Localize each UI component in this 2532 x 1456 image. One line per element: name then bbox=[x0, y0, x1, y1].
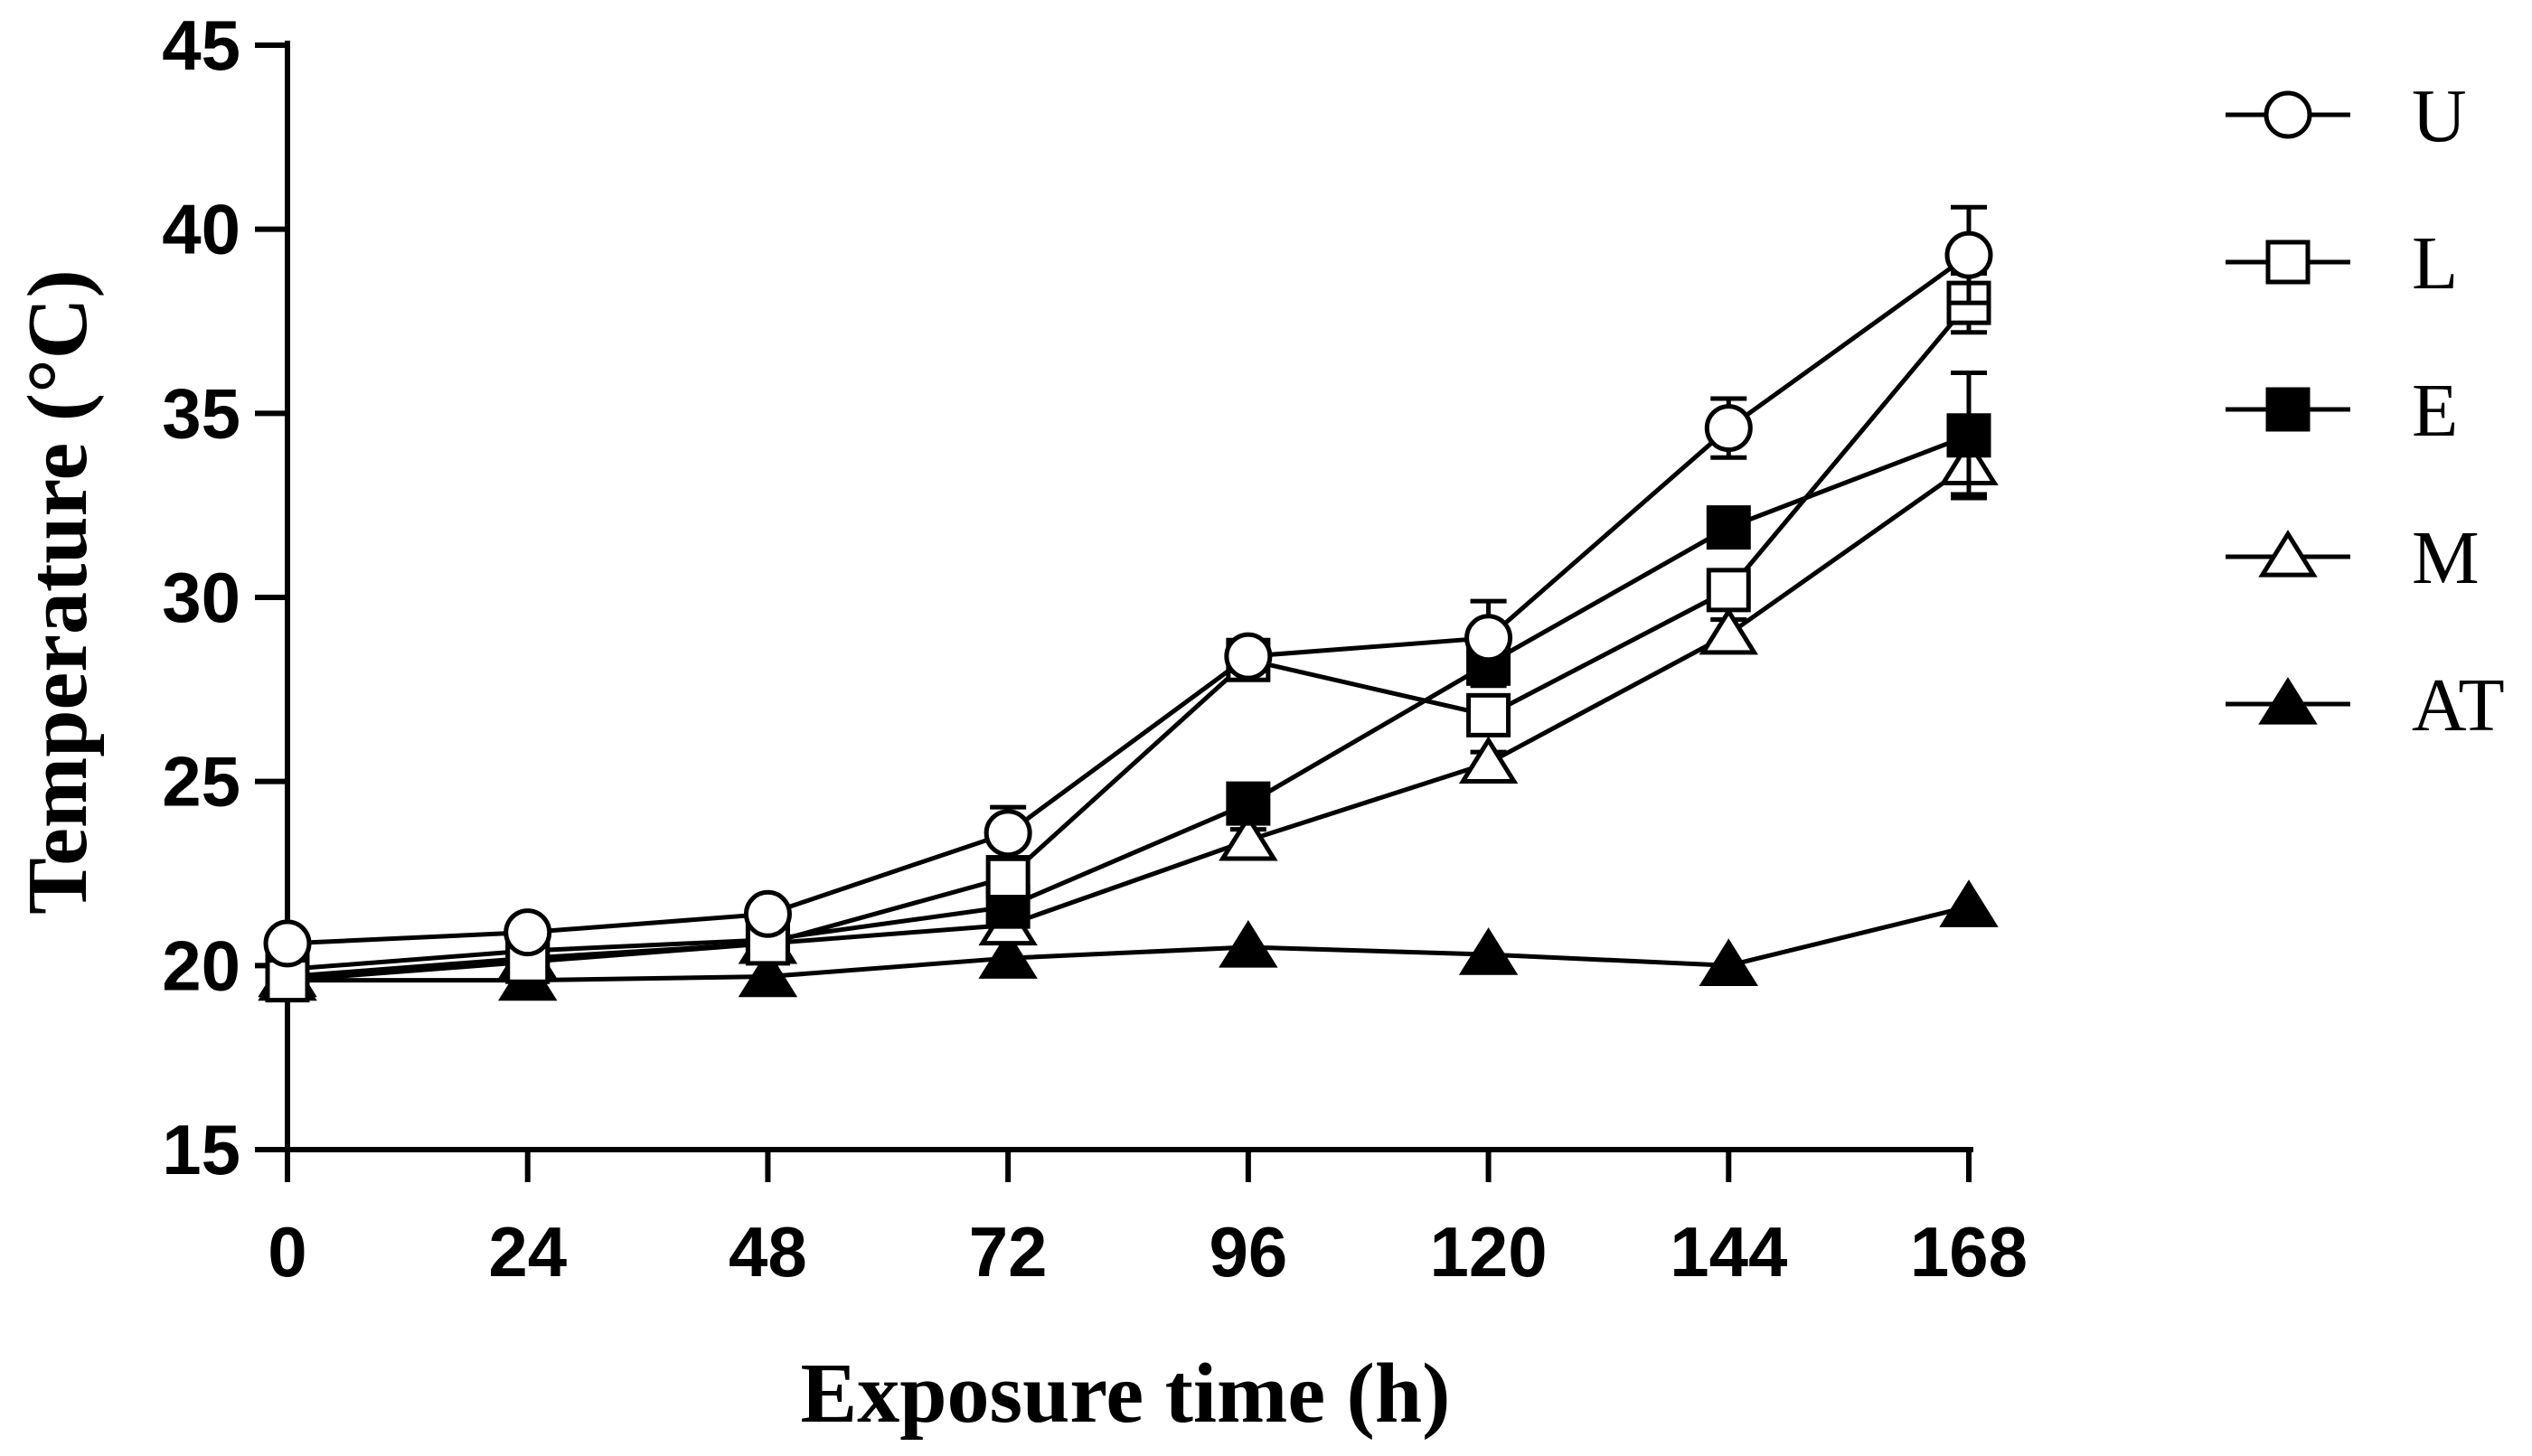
series-line-E bbox=[287, 433, 1970, 972]
point-AT bbox=[738, 949, 798, 998]
point-E bbox=[1946, 413, 1991, 458]
y-tick-label: 30 bbox=[162, 558, 240, 637]
y-tick-label: 20 bbox=[162, 925, 240, 1005]
y-tick-label: 15 bbox=[162, 1110, 240, 1189]
legend-item-U: U bbox=[2226, 74, 2467, 158]
point-U bbox=[984, 809, 1032, 858]
y-tick-label: 40 bbox=[162, 190, 240, 269]
point-L bbox=[1466, 692, 1511, 737]
point-L bbox=[1706, 568, 1751, 613]
legend-marker-AT bbox=[2258, 677, 2318, 725]
point-U bbox=[263, 919, 312, 968]
point-L bbox=[985, 855, 1031, 900]
legend-item-E: E bbox=[2226, 369, 2458, 453]
x-tick-label: 120 bbox=[1430, 1212, 1548, 1292]
y-axis-title: Temperature (°C) bbox=[11, 269, 105, 915]
legend-label: E bbox=[2412, 369, 2458, 453]
point-U bbox=[743, 889, 792, 938]
point-M bbox=[1219, 813, 1278, 861]
legend-label: L bbox=[2412, 221, 2458, 305]
series-line-M bbox=[287, 463, 1971, 980]
series-layer bbox=[258, 204, 1999, 1003]
series-E bbox=[265, 371, 1991, 991]
point-E bbox=[1226, 781, 1271, 826]
legend-marker-M bbox=[2258, 530, 2318, 578]
legend-label: U bbox=[2412, 74, 2467, 158]
x-tick-label: 48 bbox=[729, 1212, 807, 1292]
x-tick-label: 144 bbox=[1670, 1212, 1787, 1292]
point-AT bbox=[1939, 879, 1999, 927]
point-M bbox=[1458, 736, 1519, 784]
x-tick-label: 72 bbox=[969, 1212, 1048, 1292]
y-tick-label: 35 bbox=[162, 373, 240, 453]
x-tick-label: 96 bbox=[1209, 1212, 1287, 1292]
x-tick-label: 168 bbox=[1910, 1212, 2028, 1292]
x-axis-title: Exposure time (h) bbox=[801, 1347, 1451, 1441]
series-line-U bbox=[287, 253, 1971, 946]
point-E bbox=[1706, 505, 1751, 550]
series-U bbox=[263, 204, 1993, 968]
point-U bbox=[1224, 632, 1273, 681]
legend-label: M bbox=[2412, 516, 2480, 600]
legend-label: AT bbox=[2412, 663, 2505, 747]
y-tick-label: 25 bbox=[162, 742, 240, 822]
legend-item-L: L bbox=[2226, 221, 2458, 305]
point-M bbox=[1699, 606, 1759, 655]
point-U bbox=[1944, 230, 1993, 279]
y-tick-label: 45 bbox=[162, 5, 240, 85]
point-AT bbox=[1699, 938, 1759, 986]
point-U bbox=[1464, 614, 1513, 662]
axes: 15 20 25 30 35 40 45 0 24 48 72 96 120 144 168 bbox=[162, 5, 2028, 1292]
series-line-L bbox=[287, 301, 1971, 983]
point-U bbox=[504, 908, 552, 957]
point-AT bbox=[978, 931, 1038, 979]
point-AT bbox=[1458, 927, 1519, 975]
legend-marker-E bbox=[2265, 387, 2311, 432]
series-line-AT bbox=[287, 904, 1970, 983]
point-U bbox=[1704, 404, 1753, 453]
x-tick-label: 0 bbox=[268, 1212, 306, 1292]
x-tick-label: 24 bbox=[488, 1212, 567, 1292]
legend-marker-L bbox=[2265, 240, 2311, 285]
legend-item-AT: AT bbox=[2226, 663, 2505, 747]
legend-item-M: M bbox=[2226, 516, 2480, 600]
point-AT bbox=[1219, 920, 1278, 968]
legend-marker-U bbox=[2264, 90, 2312, 139]
